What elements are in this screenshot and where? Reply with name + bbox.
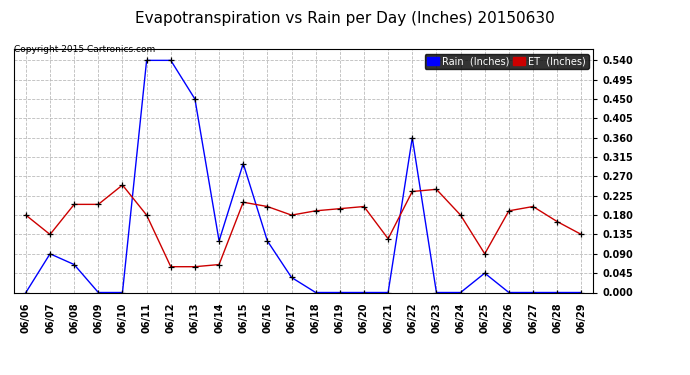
Text: Evapotranspiration vs Rain per Day (Inches) 20150630: Evapotranspiration vs Rain per Day (Inch… (135, 11, 555, 26)
Legend: Rain  (Inches), ET  (Inches): Rain (Inches), ET (Inches) (424, 54, 589, 69)
Text: Copyright 2015 Cartronics.com: Copyright 2015 Cartronics.com (14, 45, 155, 54)
